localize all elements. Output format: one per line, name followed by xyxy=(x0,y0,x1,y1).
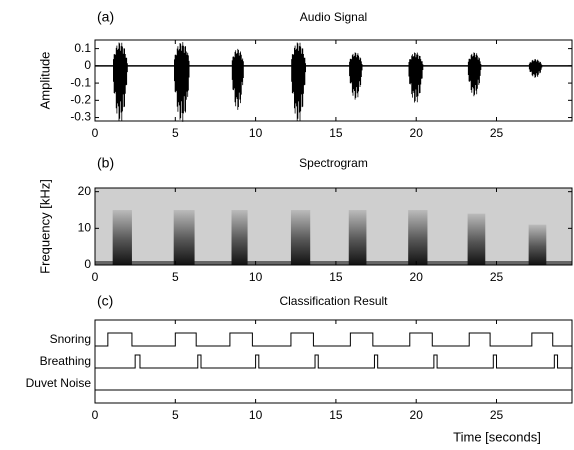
burst xyxy=(408,210,428,265)
burst xyxy=(408,52,424,103)
x-tick-label: 25 xyxy=(490,126,504,140)
x-tick-label: 20 xyxy=(410,126,424,140)
x-axis-label: Time [seconds] xyxy=(453,429,541,444)
y-tick-label: 10 xyxy=(78,221,92,235)
x-tick-label: 5 xyxy=(172,270,179,284)
class-signal xyxy=(95,354,572,369)
burst xyxy=(231,48,244,110)
y-tick-label: 20 xyxy=(78,184,92,198)
x-tick-label: 20 xyxy=(410,270,424,284)
burst xyxy=(528,59,543,78)
y-tick-label: 0 xyxy=(84,58,91,72)
x-tick-label: 0 xyxy=(92,408,99,422)
y-tick-label: 0.1 xyxy=(74,41,91,55)
x-tick-label: 25 xyxy=(490,408,504,422)
x-tick-label: 15 xyxy=(329,270,343,284)
burst xyxy=(290,210,311,265)
burst xyxy=(231,210,248,265)
axes-frame xyxy=(94,187,573,266)
panel-label: (b) xyxy=(97,155,114,171)
x-tick-label: 10 xyxy=(249,270,263,284)
y-axis-label: Frequency [kHz] xyxy=(37,179,52,274)
y-tick-label: -0.2 xyxy=(70,92,91,106)
class-label: Breathing xyxy=(40,354,91,368)
y-tick-label: 0 xyxy=(84,257,91,271)
low-band xyxy=(95,261,572,265)
class-label: Duvet Noise xyxy=(26,376,92,390)
y-axis-label: Amplitude xyxy=(37,52,52,110)
x-tick-label: 5 xyxy=(172,126,179,140)
x-tick-label: 20 xyxy=(410,408,424,422)
x-tick-label: 25 xyxy=(490,270,504,284)
panel-title: Spectrogram xyxy=(299,156,368,170)
y-tick-label: -0.1 xyxy=(70,75,91,89)
burst xyxy=(349,52,363,100)
panel-label: (a) xyxy=(97,9,114,25)
burst xyxy=(528,224,547,265)
x-tick-label: 10 xyxy=(249,408,263,422)
panel-title: Audio Signal xyxy=(300,10,367,24)
burst xyxy=(467,213,486,265)
burst xyxy=(348,210,367,265)
y-tick-label: -0.3 xyxy=(70,110,91,124)
panel-title: Classification Result xyxy=(279,294,388,308)
x-tick-label: 0 xyxy=(92,126,99,140)
class-signal xyxy=(95,332,572,347)
x-tick-label: 5 xyxy=(172,408,179,422)
burst xyxy=(173,210,195,265)
spectrogram-background xyxy=(95,188,572,265)
burst xyxy=(291,42,306,121)
x-tick-label: 10 xyxy=(249,126,263,140)
burst xyxy=(467,52,482,97)
burst xyxy=(174,42,190,122)
x-tick-label: 15 xyxy=(329,408,343,422)
axes-frame xyxy=(94,319,573,404)
panel-label: (c) xyxy=(97,293,113,309)
burst xyxy=(112,210,132,265)
axes-frame xyxy=(94,39,573,122)
class-label: Snoring xyxy=(50,332,91,346)
x-tick-label: 15 xyxy=(329,126,343,140)
burst xyxy=(113,42,128,121)
x-tick-label: 0 xyxy=(92,270,99,284)
